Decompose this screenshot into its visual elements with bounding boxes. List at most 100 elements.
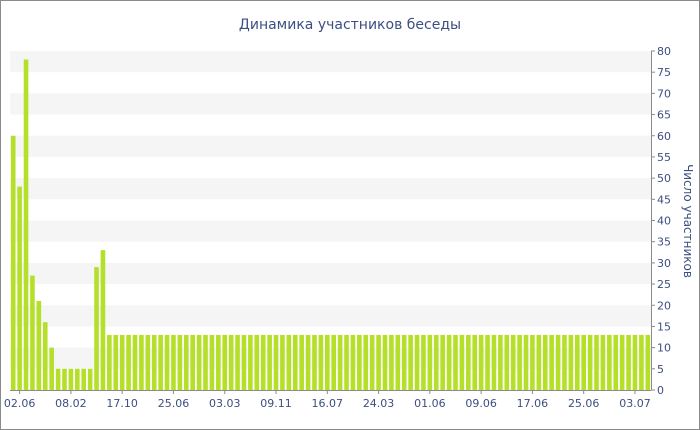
bar (369, 334, 375, 390)
bar (177, 334, 183, 390)
bar (87, 368, 93, 390)
bar (216, 334, 221, 390)
bar (164, 334, 170, 390)
bar (81, 368, 87, 390)
bar (260, 334, 266, 390)
grid-band (10, 305, 651, 327)
bar (183, 334, 189, 390)
bar (55, 368, 61, 390)
y-tick-label: 5 (657, 363, 664, 376)
bar (389, 334, 394, 390)
bar (632, 334, 638, 390)
bar (190, 334, 195, 390)
bar (594, 334, 599, 390)
x-tick-label: 17.10 (106, 397, 138, 410)
bar (555, 334, 561, 390)
bar (517, 334, 522, 390)
bar (401, 334, 407, 390)
y-tick-label: 25 (657, 278, 671, 291)
bar (421, 334, 426, 390)
bar (68, 368, 74, 390)
x-tick-label: 09.06 (465, 397, 497, 410)
y-tick-label: 60 (657, 130, 671, 143)
bar (337, 334, 343, 390)
bar (113, 334, 119, 390)
y-tick-label: 0 (657, 384, 664, 397)
bar (107, 334, 112, 390)
grid-band (10, 347, 651, 369)
x-tick-label: 24.03 (363, 397, 395, 410)
bar (235, 334, 240, 390)
bar (23, 59, 29, 390)
y-tick-label: 75 (657, 66, 671, 79)
bar (530, 334, 535, 390)
bar (49, 347, 54, 391)
bar (607, 334, 612, 390)
bar (119, 334, 125, 390)
bar (510, 334, 516, 390)
grid-band (10, 220, 651, 242)
bar (203, 334, 208, 390)
bar (549, 334, 554, 390)
y-tick-label: 80 (657, 45, 671, 58)
bar (626, 334, 631, 390)
bar (645, 334, 651, 390)
bar (62, 368, 67, 390)
bar (17, 186, 22, 390)
bar (600, 334, 606, 390)
x-tick-label: 03.03 (209, 397, 241, 410)
y-tick-label: 20 (657, 299, 671, 312)
y-tick-label: 70 (657, 87, 671, 100)
bar (196, 334, 202, 390)
bar (587, 334, 593, 390)
bar (350, 334, 356, 390)
y-tick-label: 40 (657, 215, 671, 228)
bar (376, 334, 381, 390)
bar (395, 334, 401, 390)
bar-series (10, 59, 651, 391)
bar (254, 334, 260, 390)
bar (562, 334, 567, 390)
y-tick-label: 30 (657, 257, 671, 270)
bar (324, 334, 330, 390)
bar (613, 334, 619, 390)
x-axis-ticks: 02.06 08.02 17.10 25.06 03.03 09.11 16.07 24.03… (4, 390, 651, 410)
bar (568, 334, 574, 390)
bar (574, 334, 580, 390)
bar (318, 334, 324, 390)
bar (292, 334, 298, 390)
y-tick-label: 65 (657, 109, 671, 122)
bar (331, 334, 337, 390)
x-tick-label: 25.06 (568, 397, 600, 410)
bar (171, 334, 176, 390)
bar (498, 334, 503, 390)
bar (222, 334, 228, 390)
x-tick-label: 25.06 (158, 397, 190, 410)
bar (504, 334, 510, 390)
y-tick-label: 35 (657, 236, 671, 249)
bar (382, 334, 388, 390)
bar (581, 334, 587, 390)
bar (286, 334, 292, 390)
y-axis-ticks: 0 5 10 15 20 25 30 35 40 45 50 55 60 65 70 75 80 (651, 45, 671, 397)
y-tick-label: 10 (657, 342, 671, 355)
chart-title: Динамика участников беседы (239, 17, 461, 33)
bar (312, 334, 317, 390)
bar (433, 334, 439, 390)
bar (357, 334, 362, 390)
bar (273, 334, 279, 390)
bar (305, 334, 311, 390)
bar (30, 275, 35, 390)
x-tick-label: 16.07 (312, 397, 344, 410)
bar (145, 334, 151, 390)
bar (36, 301, 42, 390)
x-tick-label: 01.06 (414, 397, 446, 410)
bar (485, 334, 490, 390)
bar (453, 334, 458, 390)
grid-bands (10, 51, 651, 369)
x-tick-label: 08.02 (55, 397, 87, 410)
bar (139, 334, 144, 390)
bar (459, 334, 465, 390)
